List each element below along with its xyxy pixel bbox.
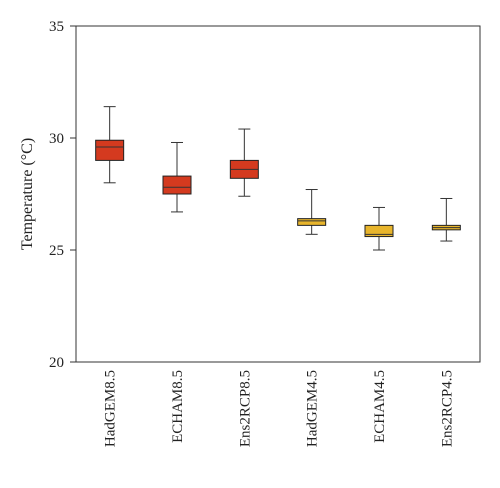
x-tick-label: HadGEM4.5 <box>305 370 321 447</box>
iqr-box <box>297 218 327 226</box>
box-HadGEM8.5 <box>95 106 125 184</box>
y-tick-label: 35 <box>49 19 64 35</box>
iqr-box <box>95 139 125 161</box>
x-axis-labels: HadGEM8.5 ECHAM8.5 Ens2RCP8.5 HadGEM4.5 ECHA… <box>103 370 456 447</box>
x-tick-label: Ens2RCP4.5 <box>439 370 455 447</box>
x-tick-label: HadGEM8.5 <box>103 370 119 447</box>
plot-frame <box>75 25 481 363</box>
box-Ens2RCP4.5 <box>431 197 461 242</box>
iqr-box <box>162 175 192 195</box>
box-ECHAM4.5 <box>364 206 394 251</box>
y-tick-label: 20 <box>49 355 64 371</box>
y-axis-title: Temperature (°C) <box>19 138 36 250</box>
box-Ens2RCP8.5 <box>229 128 259 197</box>
box-ECHAM8.5 <box>162 141 192 213</box>
iqr-box <box>364 224 394 238</box>
x-tick-label: ECHAM8.5 <box>170 370 186 443</box>
boxes <box>95 106 461 251</box>
y-tick-label: 25 <box>49 243 64 259</box>
x-tick-label: Ens2RCP8.5 <box>237 370 253 447</box>
x-tick-label: ECHAM4.5 <box>372 370 388 443</box>
y-tick-label: 30 <box>49 131 64 147</box>
box-HadGEM4.5 <box>297 189 327 235</box>
y-axis-ticks: 20 25 30 35 <box>49 19 76 371</box>
